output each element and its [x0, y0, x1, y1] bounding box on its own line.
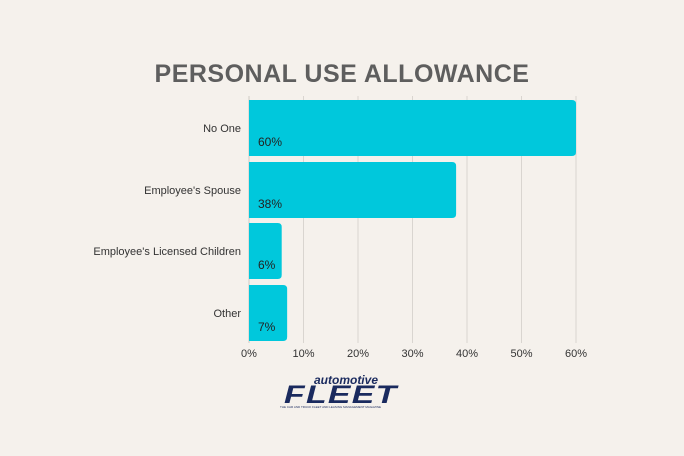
data-label: 60% — [258, 135, 282, 149]
logo-tagline: THE CAR AND TRUCK FLEET AND LEASING MANA… — [280, 405, 382, 409]
x-tick-label: 50% — [510, 348, 532, 360]
bar — [249, 285, 288, 341]
labels: 0% 10% 20% 30% 40% 50% 60% No One 60% Employee's … — [93, 123, 587, 360]
x-tick-label: 60% — [565, 348, 587, 360]
category-label: No One — [203, 123, 241, 135]
bar — [249, 162, 457, 218]
logo-big-word: FLEET — [284, 381, 398, 409]
x-tick-label: 40% — [456, 348, 478, 360]
logo-top-word: automotive — [313, 373, 378, 387]
category-label: Employee's Licensed Children — [93, 246, 241, 258]
category-label: Other — [213, 308, 241, 320]
data-label: 38% — [258, 197, 282, 211]
x-tick-label: 0% — [241, 348, 257, 360]
bar — [249, 100, 576, 156]
category-label: Employee's Spouse — [144, 185, 241, 197]
chart-title: PERSONAL USE ALLOWANCE — [154, 60, 530, 88]
automotive-fleet-logo: automotive FLEET THE CAR AND TRUCK FLEET… — [280, 373, 404, 409]
x-tick-label: 10% — [292, 348, 314, 360]
bar — [249, 223, 282, 279]
data-label: 7% — [258, 320, 276, 334]
x-tick-label: 30% — [401, 348, 423, 360]
bars — [249, 100, 576, 341]
data-label: 6% — [258, 258, 276, 272]
x-tick-label: 20% — [347, 348, 369, 360]
